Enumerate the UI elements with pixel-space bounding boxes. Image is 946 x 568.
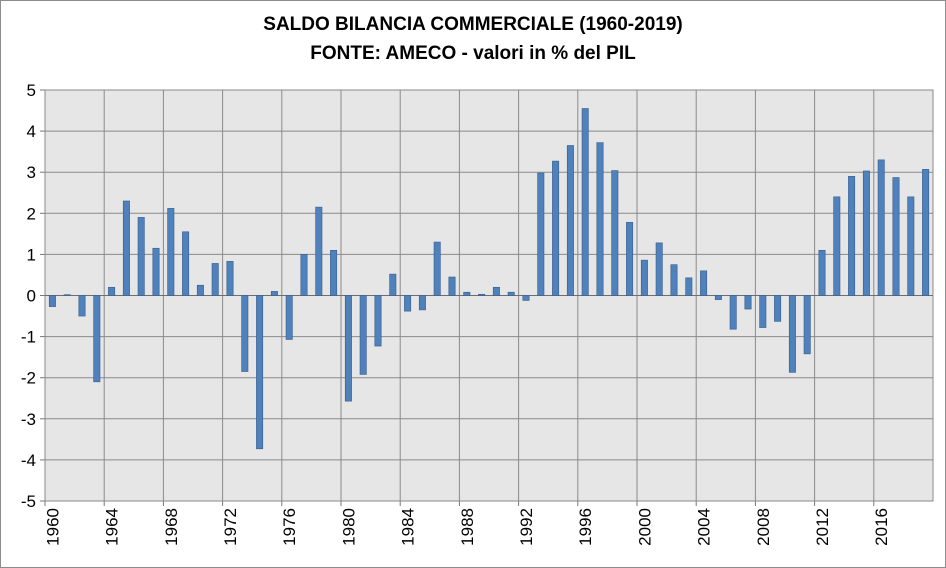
bar-1970 bbox=[196, 284, 204, 296]
bar-1972 bbox=[226, 261, 234, 296]
bar-1960 bbox=[48, 295, 56, 307]
bar-2014 bbox=[848, 176, 856, 296]
x-tick-label: 2012 bbox=[813, 508, 832, 546]
bar-1991 bbox=[507, 291, 515, 296]
bar-2006 bbox=[729, 295, 737, 330]
bar-1997 bbox=[596, 142, 604, 296]
x-tick-label: 1976 bbox=[280, 508, 299, 546]
bar-2007 bbox=[744, 295, 752, 310]
bar-1986 bbox=[433, 241, 441, 296]
y-tick-label: 1 bbox=[27, 245, 36, 264]
bar-1982 bbox=[374, 295, 382, 347]
bar-2019 bbox=[922, 169, 930, 296]
bar-1990 bbox=[492, 286, 500, 296]
bar-2009 bbox=[774, 295, 782, 322]
bar-2018 bbox=[907, 196, 915, 296]
bar-1964 bbox=[108, 286, 116, 296]
bar-1992 bbox=[522, 295, 530, 301]
bar-2011 bbox=[803, 295, 811, 355]
bar-1985 bbox=[418, 295, 426, 311]
bar-2013 bbox=[833, 196, 841, 296]
bar-2000 bbox=[640, 259, 648, 296]
bar-1988 bbox=[463, 291, 471, 296]
bar-2002 bbox=[670, 264, 678, 296]
x-tick-label: 2004 bbox=[695, 508, 714, 546]
y-tick-label: -5 bbox=[21, 492, 36, 511]
bar-1974 bbox=[256, 295, 264, 450]
bar-1987 bbox=[448, 276, 456, 296]
y-tick-label: 5 bbox=[27, 81, 36, 100]
bar-2004 bbox=[700, 270, 708, 296]
bar-2015 bbox=[862, 170, 870, 296]
bar-1993 bbox=[537, 172, 545, 296]
x-tick-label: 2008 bbox=[754, 508, 773, 546]
bar-1968 bbox=[167, 208, 175, 296]
bar-1961 bbox=[63, 294, 71, 296]
y-tick-label: -1 bbox=[21, 328, 36, 347]
x-tick-label: 2000 bbox=[635, 508, 654, 546]
bar-1973 bbox=[241, 295, 249, 372]
tick-labels: 5 4 3 2 1 0 -1 -2 -3 -4 -5 1960 1964 1968 1972 1976 1980… bbox=[21, 81, 891, 546]
bar-2001 bbox=[655, 242, 663, 296]
bar-1965 bbox=[122, 200, 130, 296]
x-tick-label: 1988 bbox=[458, 508, 477, 546]
bar-1967 bbox=[152, 247, 160, 296]
bar-2010 bbox=[788, 295, 796, 373]
x-tick-label: 2016 bbox=[872, 508, 891, 546]
bar-1984 bbox=[404, 295, 412, 312]
bar-1994 bbox=[552, 160, 560, 296]
bar-1966 bbox=[137, 217, 145, 296]
bar-2016 bbox=[877, 159, 885, 296]
y-tick-label: 2 bbox=[27, 204, 36, 223]
axes bbox=[40, 89, 934, 506]
bar-1978 bbox=[315, 206, 323, 296]
y-tick-label: -3 bbox=[21, 410, 36, 429]
chart-title: SALDO BILANCIA COMMERCIALE (1960-2019) bbox=[263, 14, 683, 35]
bar-1998 bbox=[611, 170, 619, 296]
bar-2003 bbox=[685, 277, 693, 296]
bar-1996 bbox=[581, 108, 589, 296]
x-tick-label: 1964 bbox=[103, 508, 122, 546]
bar-2017 bbox=[892, 177, 900, 296]
y-tick-label: 4 bbox=[27, 122, 36, 141]
bar-1980 bbox=[344, 295, 352, 402]
x-tick-label: 1992 bbox=[517, 508, 536, 546]
title-block: SALDO BILANCIA COMMERCIALE (1960-2019) F… bbox=[0, 10, 946, 68]
y-tick-label: 3 bbox=[27, 163, 36, 182]
bar-1979 bbox=[330, 249, 338, 296]
x-tick-label: 1968 bbox=[162, 508, 181, 546]
bar-1969 bbox=[182, 231, 190, 296]
bar-1963 bbox=[93, 295, 101, 383]
bar-1975 bbox=[270, 291, 278, 296]
bar-1962 bbox=[78, 295, 86, 317]
y-tick-label: -4 bbox=[21, 451, 36, 470]
bar-1995 bbox=[566, 145, 574, 296]
chart-subtitle: FONTE: AMECO - valori in % del PIL bbox=[310, 43, 636, 64]
x-tick-label: 1972 bbox=[221, 508, 240, 546]
x-tick-label: 1996 bbox=[576, 508, 595, 546]
x-tick-label: 1980 bbox=[339, 508, 358, 546]
bars bbox=[48, 108, 930, 450]
x-tick-label: 1984 bbox=[399, 508, 418, 546]
bar-1999 bbox=[626, 222, 634, 296]
bar-1976 bbox=[285, 295, 293, 340]
y-tick-label: 0 bbox=[27, 287, 36, 306]
bar-2008 bbox=[759, 295, 767, 328]
bar-2012 bbox=[818, 249, 826, 296]
x-tick-label: 1960 bbox=[43, 508, 62, 546]
bar-1981 bbox=[359, 295, 367, 375]
bar-1971 bbox=[211, 263, 219, 296]
bar-1989 bbox=[478, 293, 486, 296]
y-tick-label: -2 bbox=[21, 369, 36, 388]
bar-1977 bbox=[300, 254, 308, 296]
bar-1983 bbox=[389, 273, 397, 296]
bar-2005 bbox=[714, 295, 722, 300]
